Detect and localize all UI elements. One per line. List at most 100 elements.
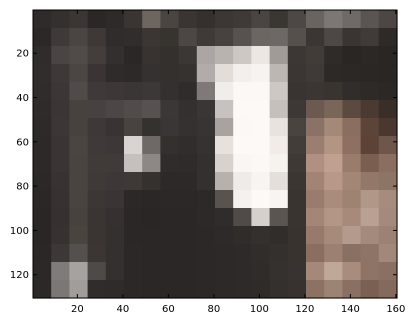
- heatmap-cell: [324, 118, 343, 137]
- heatmap-cell: [306, 28, 325, 47]
- heatmap-cell: [378, 208, 398, 227]
- heatmap-cell: [215, 46, 234, 65]
- heatmap-cell: [105, 10, 125, 29]
- heatmap-cell: [306, 190, 325, 209]
- heatmap-cell: [160, 118, 180, 137]
- heatmap-cell: [124, 100, 143, 119]
- heatmap-cell: [69, 64, 89, 83]
- heatmap-cell: [160, 226, 180, 245]
- heatmap-cell: [51, 226, 70, 245]
- heatmap-cell: [196, 100, 216, 119]
- heatmap-cell: [378, 136, 398, 155]
- heatmap-cell: [251, 226, 271, 245]
- heatmap-cell: [324, 262, 343, 281]
- x-tick-label: 140: [341, 304, 360, 315]
- heatmap-cell: [342, 190, 362, 209]
- heatmap-cell: [124, 10, 143, 29]
- heatmap-cell: [342, 10, 362, 29]
- heatmap-cell: [324, 46, 343, 65]
- heatmap-cell: [160, 64, 180, 83]
- heatmap-cell: [196, 10, 216, 29]
- heatmap-cell: [196, 244, 216, 263]
- heatmap-cell: [378, 190, 398, 209]
- heatmap-cell: [324, 154, 343, 173]
- heatmap-cell: [269, 28, 289, 47]
- heatmap-cell: [324, 82, 343, 101]
- heatmap-cell: [51, 46, 70, 65]
- x-axis: 20 40 60 80 100 120 140 160: [71, 10, 405, 315]
- x-tick-label: 60: [162, 304, 175, 315]
- heatmap-cell: [324, 226, 343, 245]
- heatmap-cell: [124, 262, 143, 281]
- heatmap-cell: [215, 280, 234, 299]
- heatmap-cell: [251, 172, 271, 191]
- heatmap-cell: [142, 172, 161, 191]
- heatmap-cell: [360, 46, 380, 65]
- heatmap-cell: [124, 280, 143, 299]
- heatmap-cell: [51, 190, 70, 209]
- heatmap-cell: [251, 82, 271, 101]
- heatmap-cell: [306, 136, 325, 155]
- y-tick-label: 60: [16, 137, 29, 148]
- heatmap-cell: [378, 100, 398, 119]
- heatmap-cell: [51, 64, 70, 83]
- heatmap-cell: [342, 100, 362, 119]
- heatmap-cell: [87, 226, 107, 245]
- heatmap-cell: [233, 64, 252, 83]
- heatmap-cell: [306, 82, 325, 101]
- heatmap-cell: [269, 46, 289, 65]
- heatmap-cell: [306, 118, 325, 137]
- heatmap-cell: [196, 118, 216, 137]
- heatmap-cell: [160, 10, 180, 29]
- heatmap-cell: [251, 208, 271, 227]
- heatmap-cell: [124, 208, 143, 227]
- heatmap-cell: [178, 190, 198, 209]
- y-axis: 20 40 60 80 100 120: [10, 49, 397, 281]
- heatmap-cell: [215, 82, 234, 101]
- heatmap-cell: [33, 100, 52, 119]
- heatmap-cell: [142, 244, 161, 263]
- heatmap-cell: [342, 154, 362, 173]
- heatmap-cell: [287, 64, 307, 83]
- heatmap-cell: [233, 46, 252, 65]
- heatmap-cell: [69, 82, 89, 101]
- heatmap-cell: [196, 208, 216, 227]
- heatmap-cell: [178, 154, 198, 173]
- heatmap-cell: [105, 64, 125, 83]
- heatmap-cell: [269, 64, 289, 83]
- heatmap-cell: [269, 280, 289, 299]
- heatmap-cell: [33, 280, 52, 299]
- heatmap-cell: [87, 136, 107, 155]
- heatmap-cell: [69, 46, 89, 65]
- heatmap-cell: [269, 190, 289, 209]
- heatmap-cell: [33, 10, 52, 29]
- heatmap-cell: [287, 208, 307, 227]
- heatmap-cell: [306, 208, 325, 227]
- x-tick-label: 20: [71, 304, 84, 315]
- heatmap-cell: [69, 100, 89, 119]
- heatmap-cell: [196, 154, 216, 173]
- heatmap-cell: [142, 46, 161, 65]
- heatmap-cell: [287, 280, 307, 299]
- heatmap-cell: [178, 244, 198, 263]
- heatmap-cell: [142, 208, 161, 227]
- heatmap-cell: [178, 226, 198, 245]
- heatmap-cell: [51, 244, 70, 263]
- x-tick-label: 120: [295, 304, 314, 315]
- heatmap-cell: [306, 172, 325, 191]
- heatmap-cell: [269, 100, 289, 119]
- heatmap-cell: [233, 280, 252, 299]
- heatmap-cell: [178, 82, 198, 101]
- heatmap-cell: [178, 280, 198, 299]
- heatmap-cell: [324, 64, 343, 83]
- heatmap-cell: [124, 154, 143, 173]
- heatmap-cell: [342, 280, 362, 299]
- heatmap-cell: [215, 244, 234, 263]
- heatmap-cell: [324, 280, 343, 299]
- heatmap-cell: [342, 208, 362, 227]
- heatmap-cell: [87, 172, 107, 191]
- heatmap-cell: [124, 244, 143, 263]
- heatmap-cell: [87, 118, 107, 137]
- heatmap-cell: [233, 154, 252, 173]
